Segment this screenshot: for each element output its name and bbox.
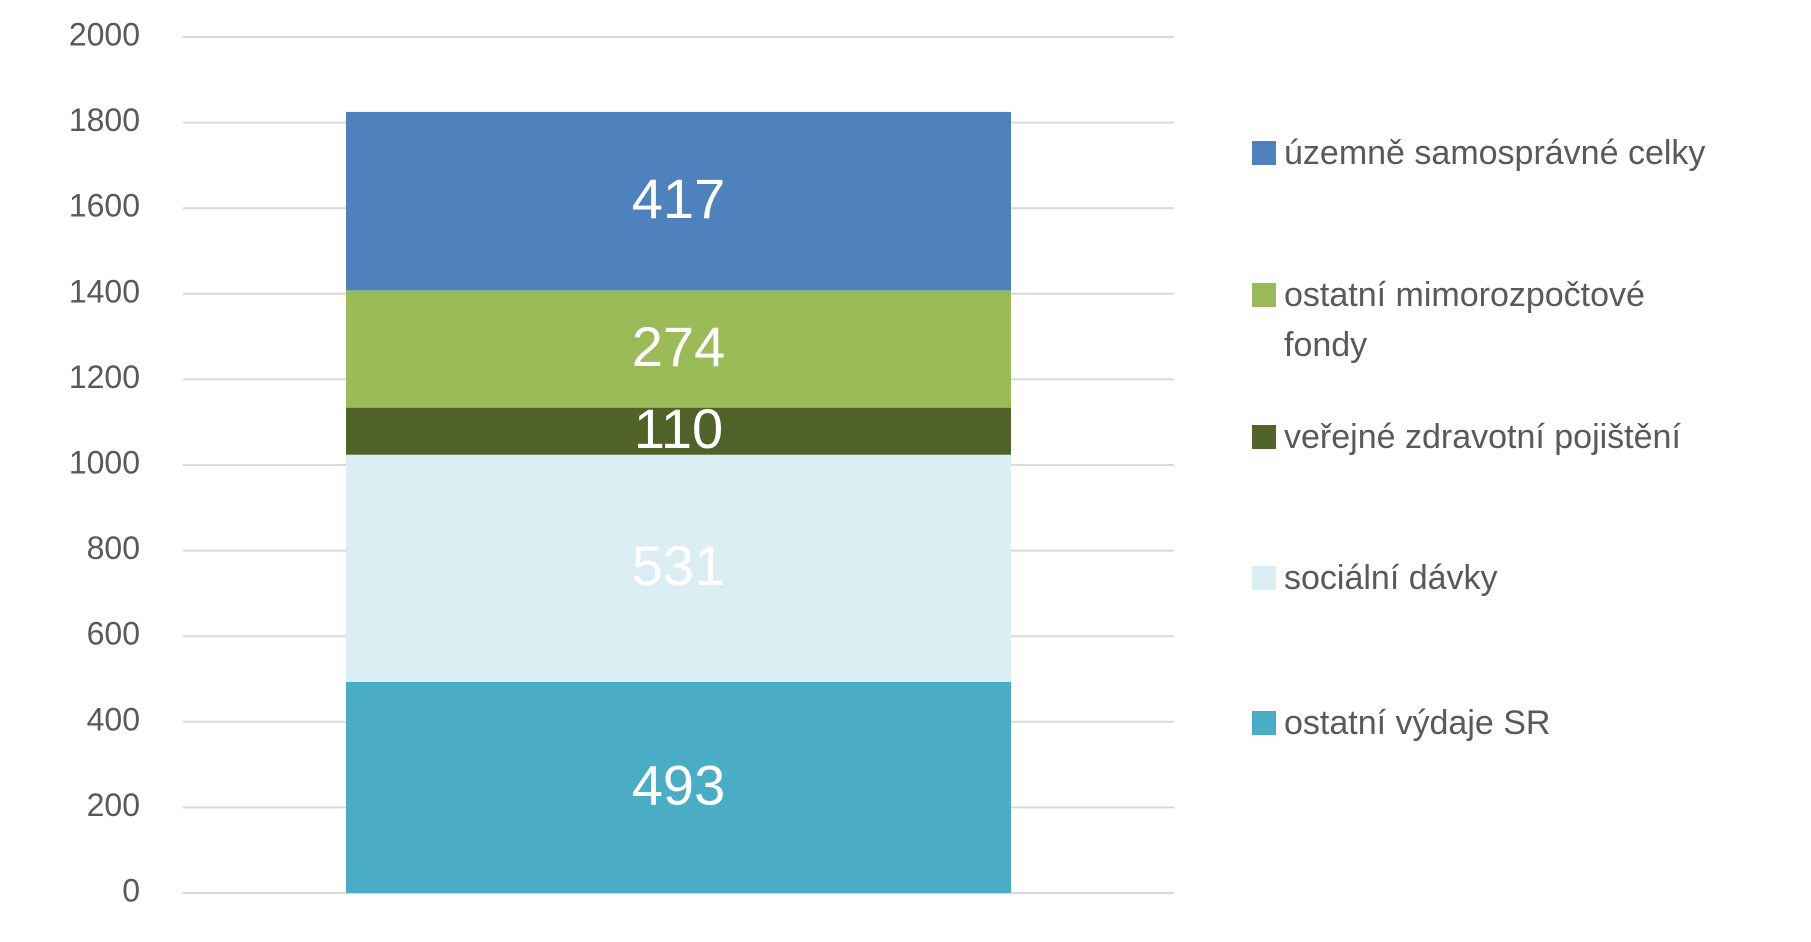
legend-item: ostatní výdaje SR — [1252, 698, 1724, 748]
legend-label: ostatní výdaje SR — [1284, 704, 1551, 742]
legend-swatch — [1252, 566, 1276, 590]
bar-segment — [346, 681, 1011, 893]
y-tick-label: 1000 — [69, 444, 140, 480]
legend-swatch — [1252, 711, 1276, 735]
legend-swatch — [1252, 425, 1276, 449]
y-tick-label: 1600 — [69, 188, 140, 224]
bar-segment — [346, 111, 1011, 291]
legend-item: ostatní mimorozpočtové fondy — [1252, 270, 1724, 370]
y-tick-label: 600 — [87, 616, 140, 652]
y-tick-label: 400 — [87, 701, 140, 737]
legend-item: sociální dávky — [1252, 553, 1724, 603]
legend-item: veřejné zdravotní pojištění — [1252, 412, 1724, 462]
y-tick-label: 1400 — [69, 273, 140, 309]
y-tick-label: 200 — [87, 787, 140, 823]
y-tick-label: 2000 — [69, 16, 140, 52]
bar-segment — [346, 454, 1011, 682]
legend-label: ostatní mimorozpočtové fondy — [1284, 276, 1645, 364]
data-label: 417 — [632, 167, 725, 230]
data-label: 274 — [632, 315, 725, 378]
y-tick-label: 800 — [87, 530, 140, 566]
legend-swatch — [1252, 283, 1276, 307]
data-label: 493 — [632, 753, 725, 816]
y-tick-label: 0 — [122, 872, 140, 908]
bar-segment — [346, 290, 1011, 408]
bar-segment — [346, 407, 1011, 455]
legend-label: sociální dávky — [1284, 559, 1498, 597]
legend-label: územně samosprávné celky — [1284, 134, 1706, 172]
y-tick-label: 1200 — [69, 359, 140, 395]
y-tick-label: 1800 — [69, 102, 140, 138]
legend-swatch — [1252, 141, 1276, 165]
data-label: 531 — [632, 534, 725, 597]
legend-label: veřejné zdravotní pojištění — [1284, 418, 1681, 456]
legend-item: územně samosprávné celky — [1252, 128, 1724, 178]
